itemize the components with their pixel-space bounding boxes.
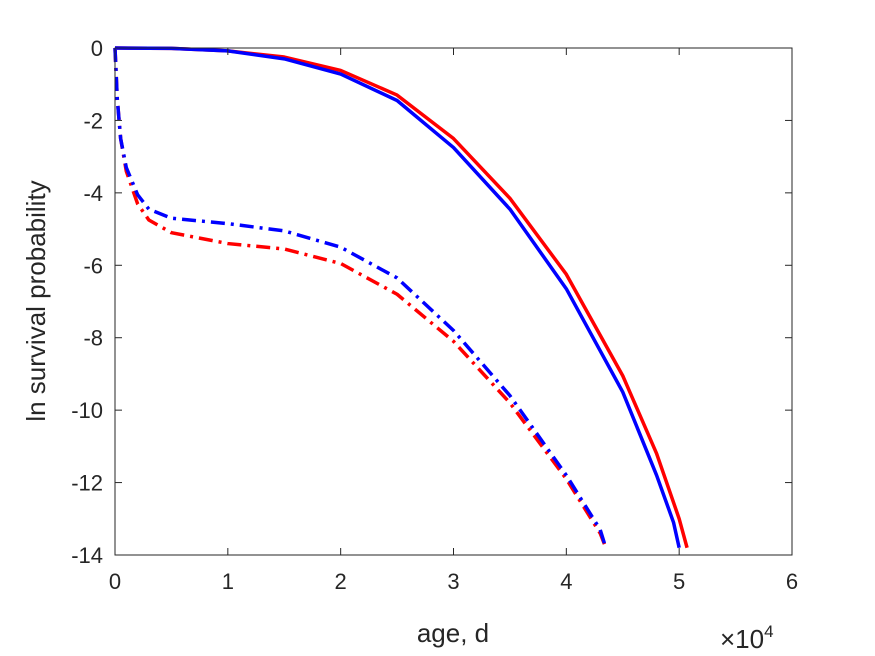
tick-layer: 0 1 2 3 4 5 6 0 -2 -4 -6 -8 -10 -12 -14 bbox=[71, 36, 798, 594]
y-tick-label: 0 bbox=[91, 36, 103, 61]
y-tick-label: -8 bbox=[83, 326, 103, 351]
y-tick-label: -2 bbox=[83, 108, 103, 133]
y-tick-label: -4 bbox=[83, 181, 103, 206]
x-tick-label: 5 bbox=[673, 569, 685, 594]
x-tick-label: 4 bbox=[560, 569, 572, 594]
x-tick-label: 0 bbox=[109, 569, 121, 594]
x-axis-exponent: ×104 bbox=[720, 622, 774, 654]
plot-area bbox=[115, 48, 792, 555]
x-tick-label: 6 bbox=[786, 569, 798, 594]
y-axis-label: ln survival probability bbox=[21, 180, 51, 421]
x-axis-label: age, d bbox=[417, 618, 489, 648]
y-tick-label: -14 bbox=[71, 543, 103, 568]
y-tick-label: -10 bbox=[71, 398, 103, 423]
x-axis-exponent-base: ×10 bbox=[720, 624, 764, 654]
axes-box bbox=[114, 47, 793, 556]
x-axis-exponent-power: 4 bbox=[764, 622, 773, 641]
y-tick-label: -12 bbox=[71, 471, 103, 496]
y-tick-label: -6 bbox=[83, 253, 103, 278]
x-tick-label: 2 bbox=[335, 569, 347, 594]
x-tick-label: 3 bbox=[447, 569, 459, 594]
series-line-4 bbox=[113, 47, 608, 549]
x-tick-label: 1 bbox=[222, 569, 234, 594]
